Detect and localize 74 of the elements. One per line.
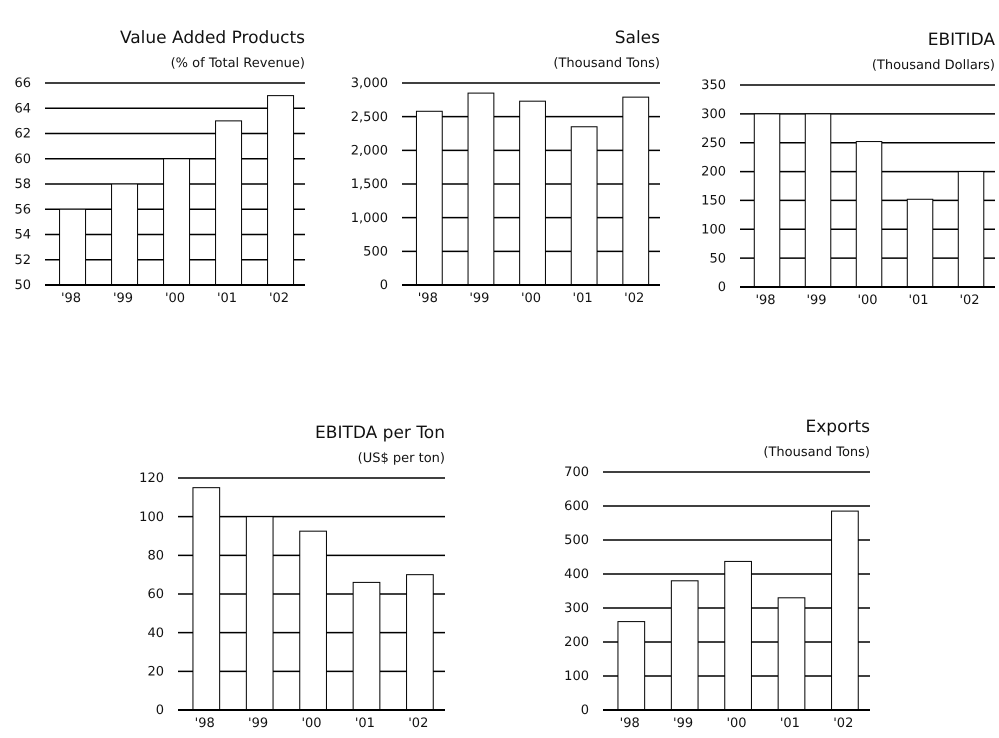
y-tick-label: 300 bbox=[701, 107, 726, 122]
y-tick-label: 56 bbox=[14, 202, 31, 218]
chart-subtitle: (US$ per ton) bbox=[358, 451, 445, 466]
y-tick-label: 500 bbox=[363, 244, 388, 260]
x-tick-label: '00 bbox=[164, 291, 186, 306]
chart-subtitle: (Thousand Tons) bbox=[763, 445, 870, 460]
x-tick-label: '99 bbox=[673, 716, 694, 732]
x-tick-label: '98 bbox=[194, 716, 215, 732]
y-tick-label: 700 bbox=[564, 465, 589, 480]
chart-subtitle: (Thousand Dollars) bbox=[872, 58, 995, 73]
y-tick-label: 3,000 bbox=[350, 76, 388, 92]
x-tick-label: '02 bbox=[268, 291, 290, 306]
chart-title: Exports bbox=[805, 417, 870, 437]
y-tick-label: 0 bbox=[156, 703, 164, 718]
y-tick-label: 1,500 bbox=[350, 177, 388, 192]
x-tick-label: '00 bbox=[301, 716, 322, 732]
y-tick-label: 20 bbox=[147, 664, 164, 680]
y-tick-label: 40 bbox=[147, 626, 164, 641]
y-tick-label: 80 bbox=[147, 548, 164, 564]
y-tick-label: 150 bbox=[701, 194, 726, 209]
x-tick-label: '99 bbox=[469, 291, 490, 306]
x-tick-label: '02 bbox=[624, 291, 644, 306]
y-tick-label: 500 bbox=[564, 533, 589, 548]
y-tick-label: 66 bbox=[14, 76, 31, 92]
x-tick-label: '99 bbox=[806, 293, 827, 308]
x-tick-label: '99 bbox=[112, 291, 134, 306]
y-tick-label: 200 bbox=[564, 635, 589, 650]
y-tick-label: 100 bbox=[139, 510, 164, 525]
y-tick-label: 0 bbox=[580, 703, 589, 718]
chart-subtitle: (Thousand Tons) bbox=[553, 56, 660, 71]
y-tick-label: 350 bbox=[701, 78, 726, 94]
y-tick-label: 60 bbox=[147, 587, 164, 602]
chart-title: EBITIDA bbox=[928, 30, 996, 50]
x-tick-label: '02 bbox=[959, 293, 980, 308]
x-tick-label: '01 bbox=[908, 293, 929, 308]
y-tick-label: 62 bbox=[14, 126, 31, 142]
y-tick-label: 50 bbox=[709, 251, 726, 266]
x-tick-label: '01 bbox=[572, 291, 593, 306]
x-tick-label: '99 bbox=[248, 716, 268, 732]
y-tick-label: 0 bbox=[718, 280, 726, 296]
chart-title: EBITDA per Ton bbox=[315, 423, 445, 443]
x-tick-label: '00 bbox=[520, 291, 542, 306]
x-tick-label: '02 bbox=[833, 716, 854, 732]
y-tick-label: 400 bbox=[564, 567, 589, 582]
y-tick-label: 52 bbox=[14, 252, 31, 268]
x-tick-label: '98 bbox=[620, 716, 640, 732]
y-tick-label: 100 bbox=[701, 222, 726, 238]
x-tick-label: '98 bbox=[755, 293, 776, 308]
y-tick-label: 250 bbox=[701, 136, 726, 151]
y-tick-label: 2,000 bbox=[350, 143, 388, 158]
x-tick-label: '02 bbox=[408, 716, 428, 732]
y-tick-label: 2,500 bbox=[350, 110, 388, 125]
x-tick-label: '01 bbox=[216, 291, 238, 306]
y-tick-label: 58 bbox=[14, 177, 31, 192]
x-tick-label: '00 bbox=[726, 716, 747, 732]
y-tick-label: 1,000 bbox=[350, 210, 388, 226]
x-tick-label: '98 bbox=[418, 291, 438, 306]
y-tick-label: 120 bbox=[139, 471, 164, 486]
y-tick-label: 300 bbox=[564, 601, 589, 616]
y-tick-label: 64 bbox=[14, 101, 31, 116]
x-tick-label: '00 bbox=[857, 293, 878, 308]
y-tick-label: 200 bbox=[701, 164, 726, 180]
y-tick-label: 54 bbox=[14, 228, 31, 243]
x-tick-label: '01 bbox=[780, 716, 800, 732]
chart-title: Sales bbox=[614, 28, 660, 48]
x-tick-label: '01 bbox=[354, 716, 375, 732]
y-tick-label: 50 bbox=[14, 278, 31, 294]
y-tick-label: 0 bbox=[380, 278, 388, 294]
y-tick-label: 60 bbox=[14, 152, 31, 167]
chart-subtitle: (% of Total Revenue) bbox=[170, 56, 305, 71]
y-tick-label: 600 bbox=[564, 499, 589, 514]
y-tick-label: 100 bbox=[564, 669, 589, 684]
chart-title: Value Added Products bbox=[120, 28, 306, 48]
x-tick-label: '98 bbox=[60, 291, 82, 306]
